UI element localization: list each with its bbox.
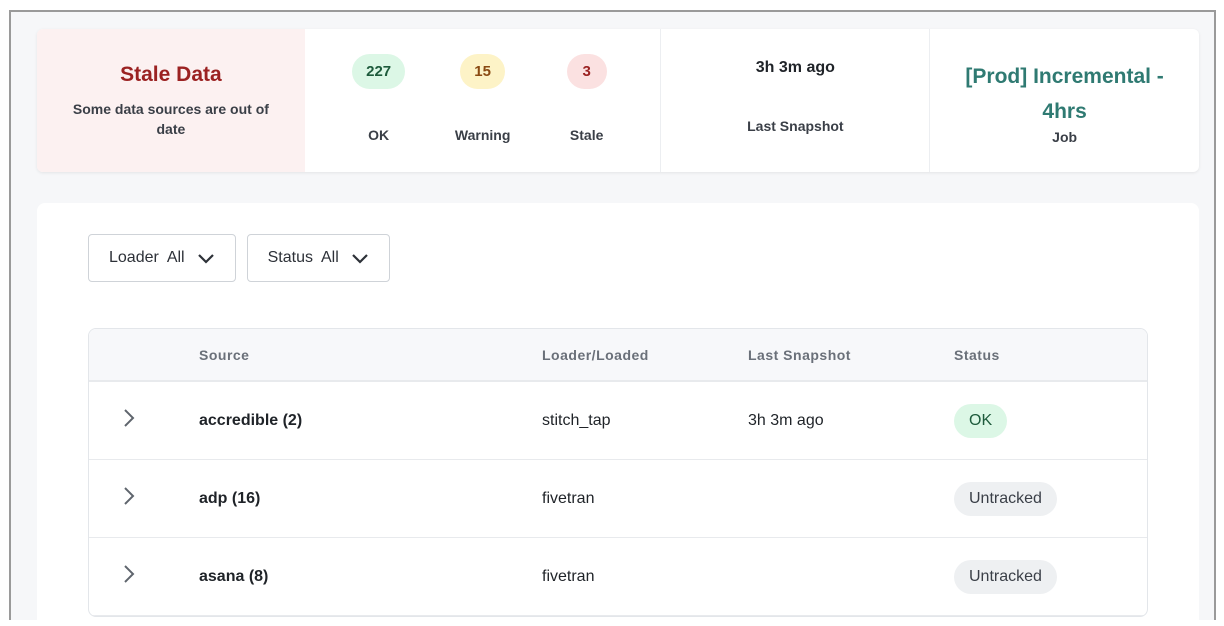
column-header-last-snapshot[interactable]: Last Snapshot xyxy=(748,346,851,363)
chevron-right-icon[interactable] xyxy=(123,564,135,584)
stale-description: Some data sources are out of date xyxy=(72,100,269,137)
chevron-down-icon xyxy=(197,254,214,264)
count-stale: 3 Stale xyxy=(535,54,639,172)
status-counts: 227 OK 15 Warning 3 Stale xyxy=(305,29,662,172)
source-name: accredible (2) xyxy=(199,411,303,429)
loader-filter-dropdown[interactable]: Loader All xyxy=(88,234,236,282)
chevron-down-icon xyxy=(351,254,368,264)
sources-table: Source Loader/Loaded Last Snapshot Statu… xyxy=(88,328,1148,617)
filter-value: All xyxy=(320,249,339,266)
last-snapshot: 3h 3m ago xyxy=(748,411,824,429)
table-row[interactable]: accredible (2) stitch_tap 3h 3m ago OK xyxy=(89,382,1147,460)
status-badge: OK xyxy=(954,403,1008,438)
table-header: Source Loader/Loaded Last Snapshot Statu… xyxy=(89,329,1147,382)
column-header-source[interactable]: Source xyxy=(199,346,250,363)
status-badge: Untracked xyxy=(954,481,1057,516)
summary-card: Stale Data Some data sources are out of … xyxy=(37,29,1199,172)
loader: fivetran xyxy=(542,489,595,507)
chevron-right-icon[interactable] xyxy=(123,408,135,428)
loader: fivetran xyxy=(542,567,595,585)
count-ok: 227 OK xyxy=(327,54,431,172)
filter-value: All xyxy=(166,249,185,266)
status-badge: Untracked xyxy=(954,559,1057,594)
count-label: Warning xyxy=(454,127,511,143)
chevron-right-icon[interactable] xyxy=(123,486,135,506)
status-filter-dropdown[interactable]: Status All xyxy=(246,234,390,282)
job-label: Job xyxy=(1052,129,1078,145)
job-name[interactable]: [Prod] Incremental - 4hrs xyxy=(965,65,1164,123)
count-label: Stale xyxy=(569,127,604,143)
loader: stitch_tap xyxy=(542,411,611,429)
last-snapshot-summary: 3h 3m ago Last Snapshot xyxy=(661,29,931,172)
stale-title: Stale Data xyxy=(120,62,222,86)
job-summary: [Prod] Incremental - 4hrs Job xyxy=(930,29,1199,172)
column-header-loader[interactable]: Loader/Loaded xyxy=(542,346,649,363)
column-header-status[interactable]: Status xyxy=(954,346,1000,363)
last-snapshot-value: 3h 3m ago xyxy=(755,59,835,76)
source-name: asana (8) xyxy=(199,567,269,585)
filter-label: Status xyxy=(267,249,313,266)
count-warning: 15 Warning xyxy=(431,54,535,172)
source-name: adp (16) xyxy=(199,489,261,507)
filter-label: Loader xyxy=(109,249,159,266)
stale-data-panel: Stale Data Some data sources are out of … xyxy=(37,29,305,172)
filters: Loader All Status All xyxy=(88,234,390,282)
app-frame: Stale Data Some data sources are out of … xyxy=(9,10,1216,620)
table-row[interactable]: adp (16) fivetran Untracked xyxy=(89,460,1147,538)
sources-panel: Loader All Status All Source Loader/Load… xyxy=(37,203,1199,620)
table-row[interactable]: asana (8) fivetran Untracked xyxy=(89,538,1147,616)
count-badge: 15 xyxy=(460,54,505,89)
count-badge: 3 xyxy=(566,54,607,89)
count-badge: 227 xyxy=(352,54,406,89)
last-snapshot-label: Last Snapshot xyxy=(747,118,844,134)
count-label: OK xyxy=(368,127,390,143)
